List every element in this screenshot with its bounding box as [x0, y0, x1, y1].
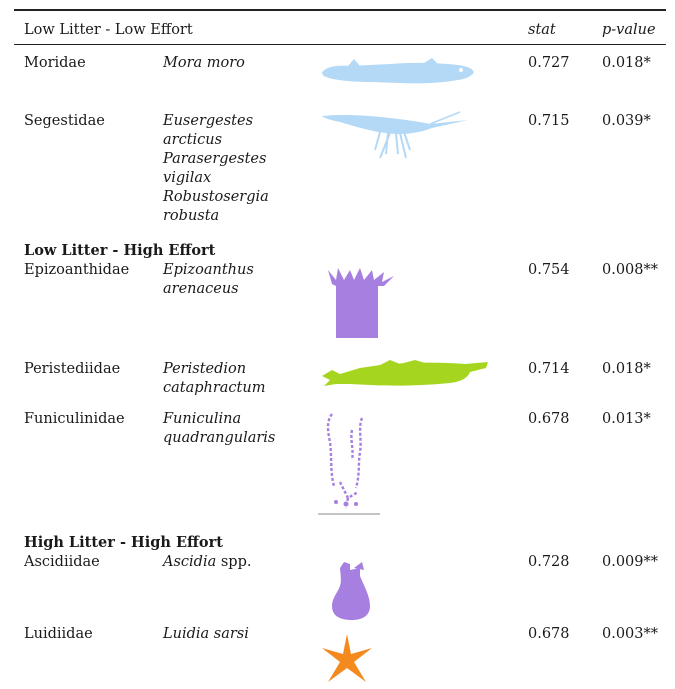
group-title-low-litter-high-effort: Low Litter - High Effort — [24, 242, 216, 259]
family-ascidiidae: Ascidiidae — [24, 554, 100, 570]
starfish-silhouette-icon — [322, 634, 372, 682]
p-value-luidiidae: 0.003** — [602, 626, 659, 642]
p-value-ascidiidae: 0.009** — [602, 554, 659, 570]
species-luidia-sarsi: Luidia sarsi — [163, 626, 249, 642]
sea-pen-silhouette-icon — [318, 413, 380, 515]
species-line: Eusergestes — [163, 113, 254, 129]
family-moridae: Moridae — [24, 55, 86, 71]
fish-silhouette-icon — [322, 58, 474, 84]
stat-moridae: 0.727 — [528, 55, 570, 71]
stat-peristediidae: 0.714 — [528, 361, 570, 377]
stat-funiculinidae: 0.678 — [528, 411, 570, 427]
species-line: vigilax — [163, 170, 212, 186]
species-ascidia-spp: Ascidia spp. — [163, 554, 252, 570]
family-luidiidae: Luidiidae — [24, 626, 93, 642]
fish-silhouette-icon — [322, 360, 488, 386]
column-header-p-value: p-value — [602, 22, 656, 38]
stat-luidiidae: 0.678 — [528, 626, 570, 642]
species-mora-moro: Mora moro — [163, 55, 245, 71]
p-value-moridae: 0.018* — [602, 55, 651, 71]
family-epizoanthidae: Epizoanthidae — [24, 262, 130, 278]
species-line: robusta — [163, 208, 220, 224]
stat-ascidiidae: 0.728 — [528, 554, 570, 570]
species-line: arenaceus — [163, 281, 239, 297]
species-line: Parasergestes — [163, 151, 267, 167]
anemone-silhouette-icon — [324, 268, 394, 338]
stat-segestidae: 0.715 — [528, 113, 570, 129]
species-line: Funiculina — [163, 411, 242, 427]
family-peristediidae: Peristediidae — [24, 361, 121, 377]
header-rule — [14, 44, 666, 45]
p-value-segestidae: 0.039* — [602, 113, 651, 129]
species-line: Robustosergia — [163, 189, 269, 205]
species-line: Peristedion — [163, 361, 247, 377]
ascidian-silhouette-icon — [332, 562, 370, 620]
p-value-funiculinidae: 0.013* — [602, 411, 651, 427]
group-header-low-litter-low-effort: Low Litter - Low Effort — [24, 22, 193, 38]
stat-epizoanthidae: 0.754 — [528, 262, 570, 278]
family-segestidae: Segestidae — [24, 113, 105, 129]
species-line: Epizoanthus — [163, 262, 254, 278]
species-line: arcticus — [163, 132, 223, 148]
group-title-high-litter-high-effort: High Litter - High Effort — [24, 534, 223, 551]
column-header-stat: stat — [528, 22, 556, 38]
species-line: cataphractum — [163, 380, 266, 396]
p-value-peristediidae: 0.018* — [602, 361, 651, 377]
p-value-epizoanthidae: 0.008** — [602, 262, 659, 278]
table-top-rule — [14, 9, 666, 11]
family-funiculinidae: Funiculinidae — [24, 411, 125, 427]
species-line: quadrangularis — [163, 430, 276, 446]
shrimp-silhouette-icon — [322, 111, 468, 159]
